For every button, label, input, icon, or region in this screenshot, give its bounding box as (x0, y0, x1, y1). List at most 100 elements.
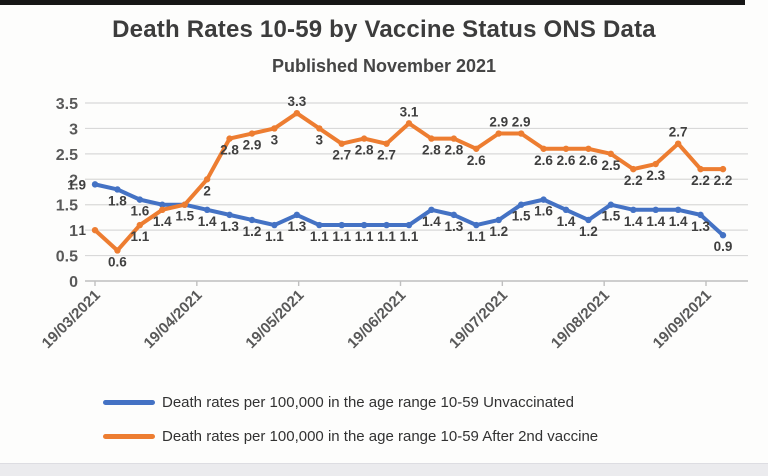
data-point-marker (136, 196, 144, 203)
data-point-label: 1.4 (422, 214, 441, 229)
data-point-marker (540, 196, 547, 203)
x-tick-label: 19/04/2021 (141, 287, 206, 352)
x-tick-label: 19/03/2021 (39, 287, 104, 352)
data-point-marker (383, 221, 390, 229)
legend-label-unvaccinated: Death rates per 100,000 in the age range… (162, 394, 574, 411)
legend-item-after-2nd-vaccine: Death rates per 100,000 in the age range… (103, 428, 598, 445)
data-point-label: 1.5 (601, 209, 620, 224)
data-point-label: 2.6 (557, 153, 576, 168)
data-point-marker (630, 206, 637, 213)
data-point-marker (517, 130, 525, 137)
data-point-marker (540, 145, 547, 152)
data-point-label: 2.7 (377, 148, 396, 163)
data-point-label: 1.4 (624, 214, 643, 229)
data-point-label: 1.5 (512, 209, 531, 224)
data-point-label: 2.9 (489, 115, 508, 130)
data-point-marker (473, 145, 480, 152)
data-point-marker (719, 232, 727, 239)
data-point-marker (697, 165, 704, 173)
data-point-label: 2.2 (714, 173, 733, 188)
y-tick-label: 3 (69, 121, 78, 138)
data-point-marker (652, 206, 659, 213)
data-point-marker (674, 206, 682, 213)
data-point-marker (652, 160, 659, 168)
data-point-marker (450, 211, 458, 219)
data-point-label: 1.9 (67, 177, 86, 192)
data-point-label: 2.3 (646, 168, 665, 183)
data-point-marker (293, 211, 301, 219)
data-point-label: 2.6 (534, 153, 553, 168)
data-point-label: 3.3 (287, 94, 306, 109)
data-point-label: 1.1 (310, 229, 329, 244)
data-point-marker (674, 140, 682, 147)
data-point-marker (495, 216, 502, 224)
bottom-bar (0, 463, 768, 476)
data-point-marker (91, 226, 99, 234)
data-point-label: 1.2 (243, 224, 262, 239)
data-point-label: 2.8 (422, 143, 441, 158)
data-point-label: 2.2 (624, 173, 643, 188)
data-point-label: 1.3 (691, 219, 710, 234)
data-point-label: 2.7 (332, 148, 351, 163)
data-point-marker (114, 186, 121, 193)
data-point-marker (562, 145, 570, 152)
data-point-label: 2.6 (467, 153, 486, 168)
data-point-label: 1.2 (489, 224, 508, 239)
x-tick-label: 19/05/2021 (242, 287, 307, 352)
data-point-label: 1.1 (265, 229, 284, 244)
data-point-marker (136, 221, 144, 229)
data-point-marker (405, 221, 413, 229)
data-point-marker (562, 206, 570, 213)
data-point-marker (316, 125, 323, 132)
data-point-label: 1.1 (130, 229, 149, 244)
data-point-label: 3.1 (400, 104, 419, 119)
data-point-label: 1.5 (175, 209, 194, 224)
data-point-marker (114, 247, 121, 254)
data-point-label: 1.3 (220, 219, 239, 234)
y-tick-label: 1.5 (56, 198, 78, 215)
data-point-marker (428, 135, 435, 142)
data-point-marker (630, 165, 637, 173)
data-point-marker (405, 120, 413, 127)
data-point-label: 1.1 (467, 229, 486, 244)
data-point-marker (428, 206, 435, 213)
data-point-marker (607, 201, 615, 208)
data-point-marker (248, 216, 256, 224)
data-point-marker (473, 221, 480, 229)
data-point-label: 1.4 (153, 214, 172, 229)
chart-subtitle: Published November 2021 (271, 56, 497, 76)
data-point-marker (360, 221, 368, 229)
data-point-label: 2.8 (355, 143, 374, 158)
data-point-marker (226, 211, 233, 219)
data-point-label: 2 (203, 183, 211, 198)
data-point-marker (697, 211, 704, 219)
data-point-marker (293, 109, 301, 117)
data-point-label: 1.4 (198, 214, 217, 229)
data-point-label: 1.2 (579, 224, 598, 239)
legend-item-unvaccinated: Death rates per 100,000 in the age range… (103, 394, 598, 411)
legend-label-after-2nd-vaccine: Death rates per 100,000 in the age range… (162, 428, 599, 445)
data-point-marker (719, 165, 727, 173)
data-point-label: 2.2 (691, 173, 710, 188)
data-point-marker (203, 206, 211, 213)
data-point-marker (607, 150, 615, 158)
data-point-marker (338, 140, 345, 147)
data-point-marker (585, 145, 592, 152)
y-tick-label: 3.5 (56, 96, 78, 113)
data-point-label: 1.3 (287, 219, 306, 234)
data-point-label: 1.4 (557, 214, 576, 229)
data-point-label: 2.8 (444, 143, 463, 158)
data-point-marker (181, 201, 188, 208)
data-point-label: 1.1 (355, 229, 374, 244)
data-point-label: 2.5 (601, 158, 620, 173)
x-tick-label: 19/06/2021 (344, 287, 409, 352)
data-point-label: 3 (316, 132, 324, 147)
data-point-label: 1.3 (444, 219, 463, 234)
data-point-marker (226, 135, 233, 142)
data-point-label: 1.6 (130, 204, 149, 219)
data-point-marker (271, 125, 278, 132)
data-point-label: 1.4 (646, 214, 665, 229)
x-tick-label: 19/08/2021 (548, 287, 613, 352)
